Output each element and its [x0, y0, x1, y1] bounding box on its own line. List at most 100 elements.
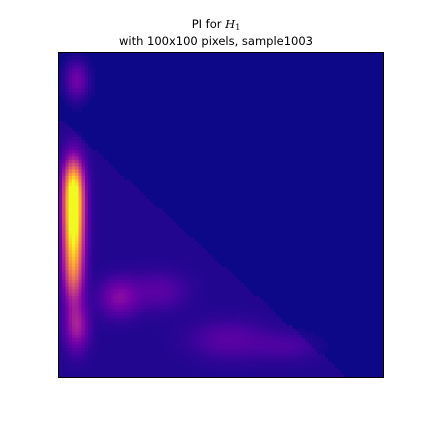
heatmap-cell [62, 150, 66, 154]
heatmap-cell [62, 266, 66, 271]
heatmap-cell [65, 283, 69, 287]
heatmap-cell [84, 302, 89, 306]
heatmap-cell [237, 331, 241, 336]
heatmap-cell [81, 65, 86, 70]
heatmap-cell [175, 364, 180, 368]
heatmap-cell [59, 325, 63, 329]
heatmap-cell [159, 279, 163, 284]
heatmap-cell [84, 354, 89, 358]
heatmap-cell [120, 270, 124, 274]
heatmap-cell [269, 373, 274, 377]
heatmap-cell [75, 312, 79, 316]
heatmap-cell [318, 373, 322, 377]
heatmap-cell [178, 331, 183, 336]
heatmap-cell [65, 360, 69, 365]
heatmap-cell [195, 373, 199, 377]
heatmap-cell [208, 266, 212, 271]
heatmap-cell [143, 312, 147, 316]
heatmap-cell [62, 127, 66, 131]
heatmap-cell [305, 334, 309, 339]
heatmap-cell [94, 176, 99, 180]
heatmap-cell [266, 312, 270, 316]
heatmap-cell [94, 179, 99, 183]
heatmap-cell [266, 354, 270, 358]
heatmap-cell [130, 205, 134, 209]
heatmap-cell [68, 166, 73, 170]
heatmap-cell [107, 341, 112, 345]
heatmap-cell [282, 351, 286, 355]
heatmap-cell [81, 331, 86, 336]
heatmap-cell [117, 263, 121, 268]
heatmap-cell [143, 373, 147, 377]
heatmap-cell [68, 169, 73, 174]
heatmap-cell [114, 234, 118, 238]
heatmap-cell [107, 234, 112, 238]
heatmap-cell [217, 364, 222, 368]
heatmap-cell [97, 341, 102, 345]
heatmap-cell [172, 344, 176, 349]
heatmap-cell [211, 305, 215, 310]
heatmap-cell [59, 351, 63, 355]
heatmap-cell [65, 176, 69, 180]
heatmap-cell [182, 299, 186, 303]
heatmap-cell [59, 283, 63, 287]
heatmap-cell [214, 364, 218, 368]
heatmap-cell [133, 318, 137, 323]
heatmap-cell [149, 302, 154, 306]
heatmap-cell [211, 257, 215, 261]
heatmap-cell [71, 56, 76, 60]
heatmap-cell [279, 373, 283, 377]
heatmap-cell [204, 308, 209, 313]
heatmap-cell [65, 189, 69, 193]
heatmap-cell [123, 260, 128, 264]
heatmap-cell [289, 373, 293, 377]
heatmap-cell [221, 292, 225, 297]
heatmap-cell [208, 334, 212, 339]
heatmap-cell [130, 315, 134, 319]
heatmap-cell [211, 286, 215, 290]
heatmap-cell [88, 308, 92, 313]
heatmap-cell [123, 351, 128, 355]
heatmap-cell [188, 312, 193, 316]
heatmap-cell [107, 211, 112, 216]
heatmap-cell [97, 224, 102, 229]
heatmap-cell [169, 334, 173, 339]
heatmap-cell [123, 354, 128, 358]
heatmap-cell [266, 373, 270, 377]
heatmap-cell [146, 354, 150, 358]
heatmap-cell [240, 338, 244, 342]
heatmap-cell [259, 331, 264, 336]
heatmap-cell [279, 318, 283, 323]
heatmap-cell [237, 292, 241, 297]
heatmap-cell [149, 270, 154, 274]
heatmap-cell [107, 370, 112, 374]
heatmap-cell [327, 364, 332, 368]
heatmap-cell [140, 279, 144, 284]
heatmap-cell [263, 331, 267, 336]
heatmap-cell [68, 234, 73, 238]
heatmap-cell [143, 240, 147, 245]
heatmap-cell [101, 302, 105, 306]
heatmap-cell [120, 354, 124, 358]
heatmap-cell [152, 364, 157, 368]
heatmap-cell [169, 224, 173, 229]
heatmap-cell [188, 292, 193, 297]
heatmap-cell [256, 325, 261, 329]
heatmap-cell [81, 75, 86, 80]
heatmap-cell [152, 296, 157, 300]
heatmap-cell [211, 276, 215, 280]
heatmap-cell [130, 296, 134, 300]
heatmap-cell [97, 292, 102, 297]
heatmap-cell [146, 312, 150, 316]
heatmap-cell [127, 351, 131, 355]
heatmap-cell [198, 338, 202, 342]
heatmap-cell [149, 202, 154, 206]
heatmap-cell [120, 315, 124, 319]
heatmap-cell [59, 140, 63, 144]
heatmap-cell [324, 341, 329, 345]
heatmap-cell [169, 221, 173, 225]
heatmap-cell [298, 331, 303, 336]
heatmap-cell [227, 370, 231, 374]
heatmap-cell [127, 218, 131, 222]
heatmap-cell [97, 276, 102, 280]
